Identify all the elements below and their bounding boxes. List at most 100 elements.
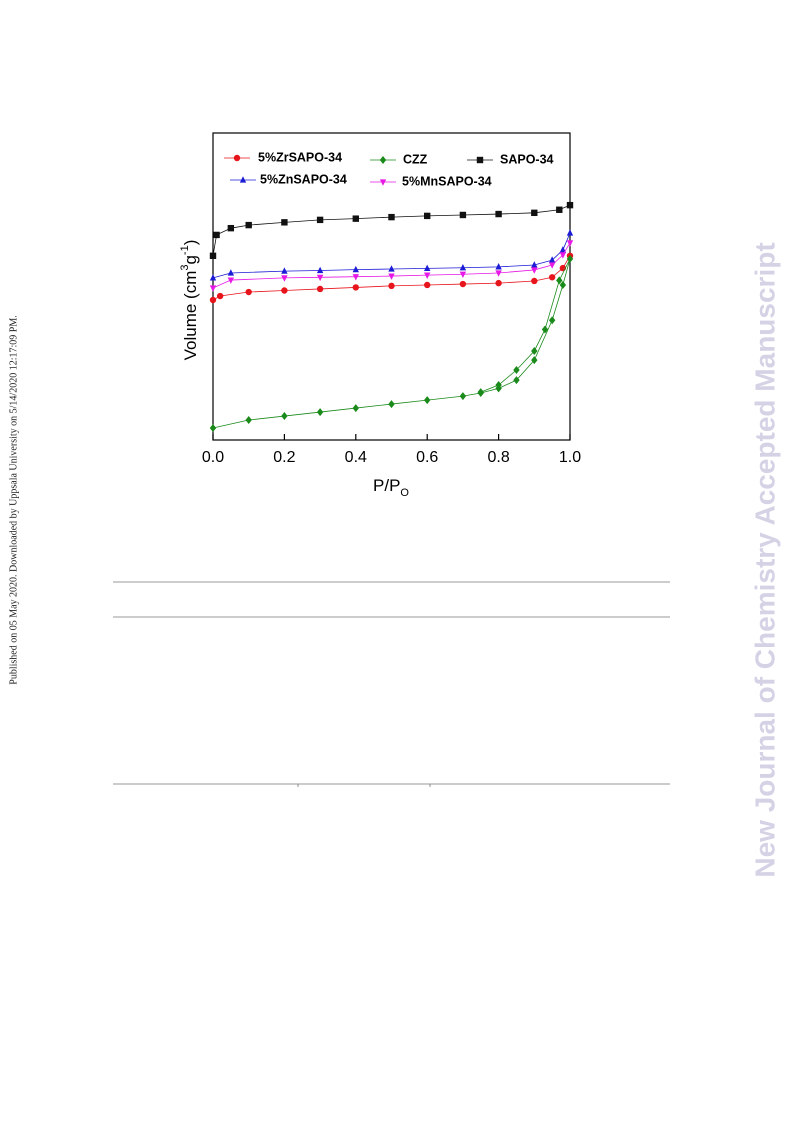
series [209, 252, 574, 304]
marker [513, 376, 520, 385]
marker [424, 212, 431, 220]
marker [281, 267, 288, 274]
series-line [212, 204, 571, 256]
marker [531, 261, 538, 268]
marker [459, 280, 467, 288]
marker [245, 288, 252, 296]
legend-marker [233, 154, 241, 162]
marker [316, 266, 324, 274]
marker [424, 272, 431, 279]
legend-label: 5%ZnSAPO-34 [260, 172, 347, 186]
marker [227, 224, 235, 232]
legend-entry: CZZ [370, 152, 428, 166]
y-label-text: Volume (cm [181, 271, 200, 361]
marker [495, 210, 502, 218]
marker [424, 396, 431, 405]
marker [531, 209, 538, 217]
marker [281, 287, 288, 294]
marker [495, 279, 502, 287]
marker [316, 285, 324, 293]
marker [352, 274, 359, 281]
x-axis-label: P/PO [373, 476, 409, 498]
legend-entry: SAPO-34 [467, 152, 554, 166]
x-tick-label: 0.4 [345, 449, 367, 466]
marker [556, 206, 563, 213]
marker [227, 269, 235, 276]
watermark: New Journal of Chemistry Accepted Manusc… [749, 242, 780, 877]
marker [513, 366, 520, 375]
legend-label: CZZ [403, 152, 428, 166]
legend-entry: 5%ZrSAPO-34 [224, 150, 342, 164]
marker [388, 213, 395, 221]
marker [459, 211, 467, 219]
y-axis-label: Volume (cm3g-1) [179, 240, 201, 361]
marker [531, 346, 538, 355]
legend-label: 5%MnSAPO-34 [402, 174, 492, 188]
marker [209, 274, 217, 281]
marker [459, 392, 467, 401]
legend-entry: 5%ZnSAPO-34 [230, 172, 347, 186]
series [209, 254, 574, 433]
legend-marker [379, 179, 387, 186]
marker [213, 231, 220, 239]
y-label-sup: -1 [179, 245, 191, 255]
marker [316, 274, 324, 282]
marker [559, 246, 567, 253]
x-tick-label: 0.0 [202, 449, 224, 466]
marker [281, 275, 288, 282]
marker [566, 201, 574, 209]
marker [559, 280, 567, 289]
marker [566, 229, 574, 236]
series [209, 240, 574, 292]
marker [352, 404, 359, 413]
marker [566, 240, 574, 247]
marker [548, 256, 556, 263]
marker [388, 273, 395, 280]
legend-label: SAPO-34 [500, 152, 554, 166]
marker [548, 274, 556, 281]
marker [388, 282, 395, 290]
x-tick-label: 1.0 [559, 449, 581, 466]
x-tick-label: 0.6 [416, 449, 438, 466]
legend-marker [379, 156, 387, 164]
marker [227, 277, 235, 284]
marker [352, 215, 359, 222]
marker [541, 325, 549, 334]
marker [388, 265, 395, 272]
marker [245, 416, 252, 425]
marker [245, 221, 252, 229]
table-rules [113, 581, 670, 787]
x-tick-label: 0.2 [273, 449, 295, 466]
marker [495, 381, 502, 390]
marker [566, 254, 574, 263]
marker [316, 216, 324, 224]
marker [548, 262, 556, 269]
marker [352, 284, 359, 291]
marker [531, 267, 538, 274]
marker [209, 296, 217, 304]
marker [495, 270, 502, 277]
marker [548, 316, 556, 325]
marker [209, 252, 217, 259]
legend-entry: 5%MnSAPO-34 [370, 174, 492, 188]
marker [459, 263, 467, 271]
y-label-text: g [181, 255, 200, 264]
marker [559, 252, 567, 259]
legend-marker [476, 156, 484, 164]
series [209, 201, 574, 259]
x-label-sub: O [400, 487, 409, 499]
marker [352, 265, 359, 273]
marker [424, 281, 431, 289]
marker [556, 276, 563, 285]
x-tick-label: 0.8 [487, 449, 509, 466]
series [209, 229, 574, 281]
legend-label: 5%ZrSAPO-34 [258, 150, 342, 164]
marker [281, 412, 288, 421]
marker [216, 292, 224, 300]
y-label-sup: 3 [179, 265, 191, 271]
y-label-text: ) [181, 240, 200, 246]
marker [209, 285, 217, 292]
marker [388, 400, 395, 409]
marker [459, 271, 467, 279]
